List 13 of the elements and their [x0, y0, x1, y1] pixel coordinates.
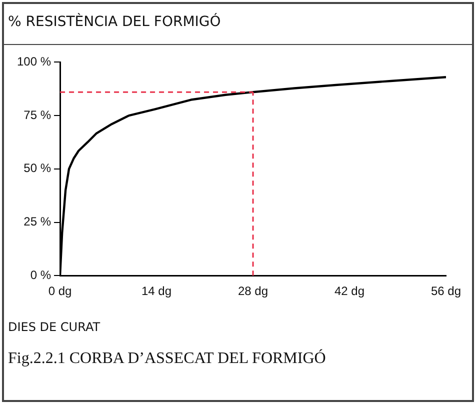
caption: Fig.2.2.1 CORBA D’ASSECAT DEL FORMIGÓ	[8, 350, 326, 368]
y-tick-label: 75 %	[24, 108, 52, 122]
chart-title: % RESISTÈNCIA DEL FORMIGÓ	[8, 14, 221, 30]
y-tick-label: 100 %	[16, 54, 52, 69]
x-tick-label: 14 dg	[142, 284, 172, 298]
y-tick-label: 50 %	[24, 161, 52, 176]
x-tick-label: 56 dg	[430, 284, 462, 298]
x-tick-label: 42 dg	[334, 284, 365, 298]
x-tick-label: 28 dg	[238, 284, 268, 298]
x-axis-title: DIES DE CURAT	[8, 320, 100, 334]
y-tick-label: 25 %	[24, 214, 52, 229]
x-tick-label: 0 dg	[48, 284, 72, 298]
y-tick-label: 0 %	[30, 268, 52, 282]
